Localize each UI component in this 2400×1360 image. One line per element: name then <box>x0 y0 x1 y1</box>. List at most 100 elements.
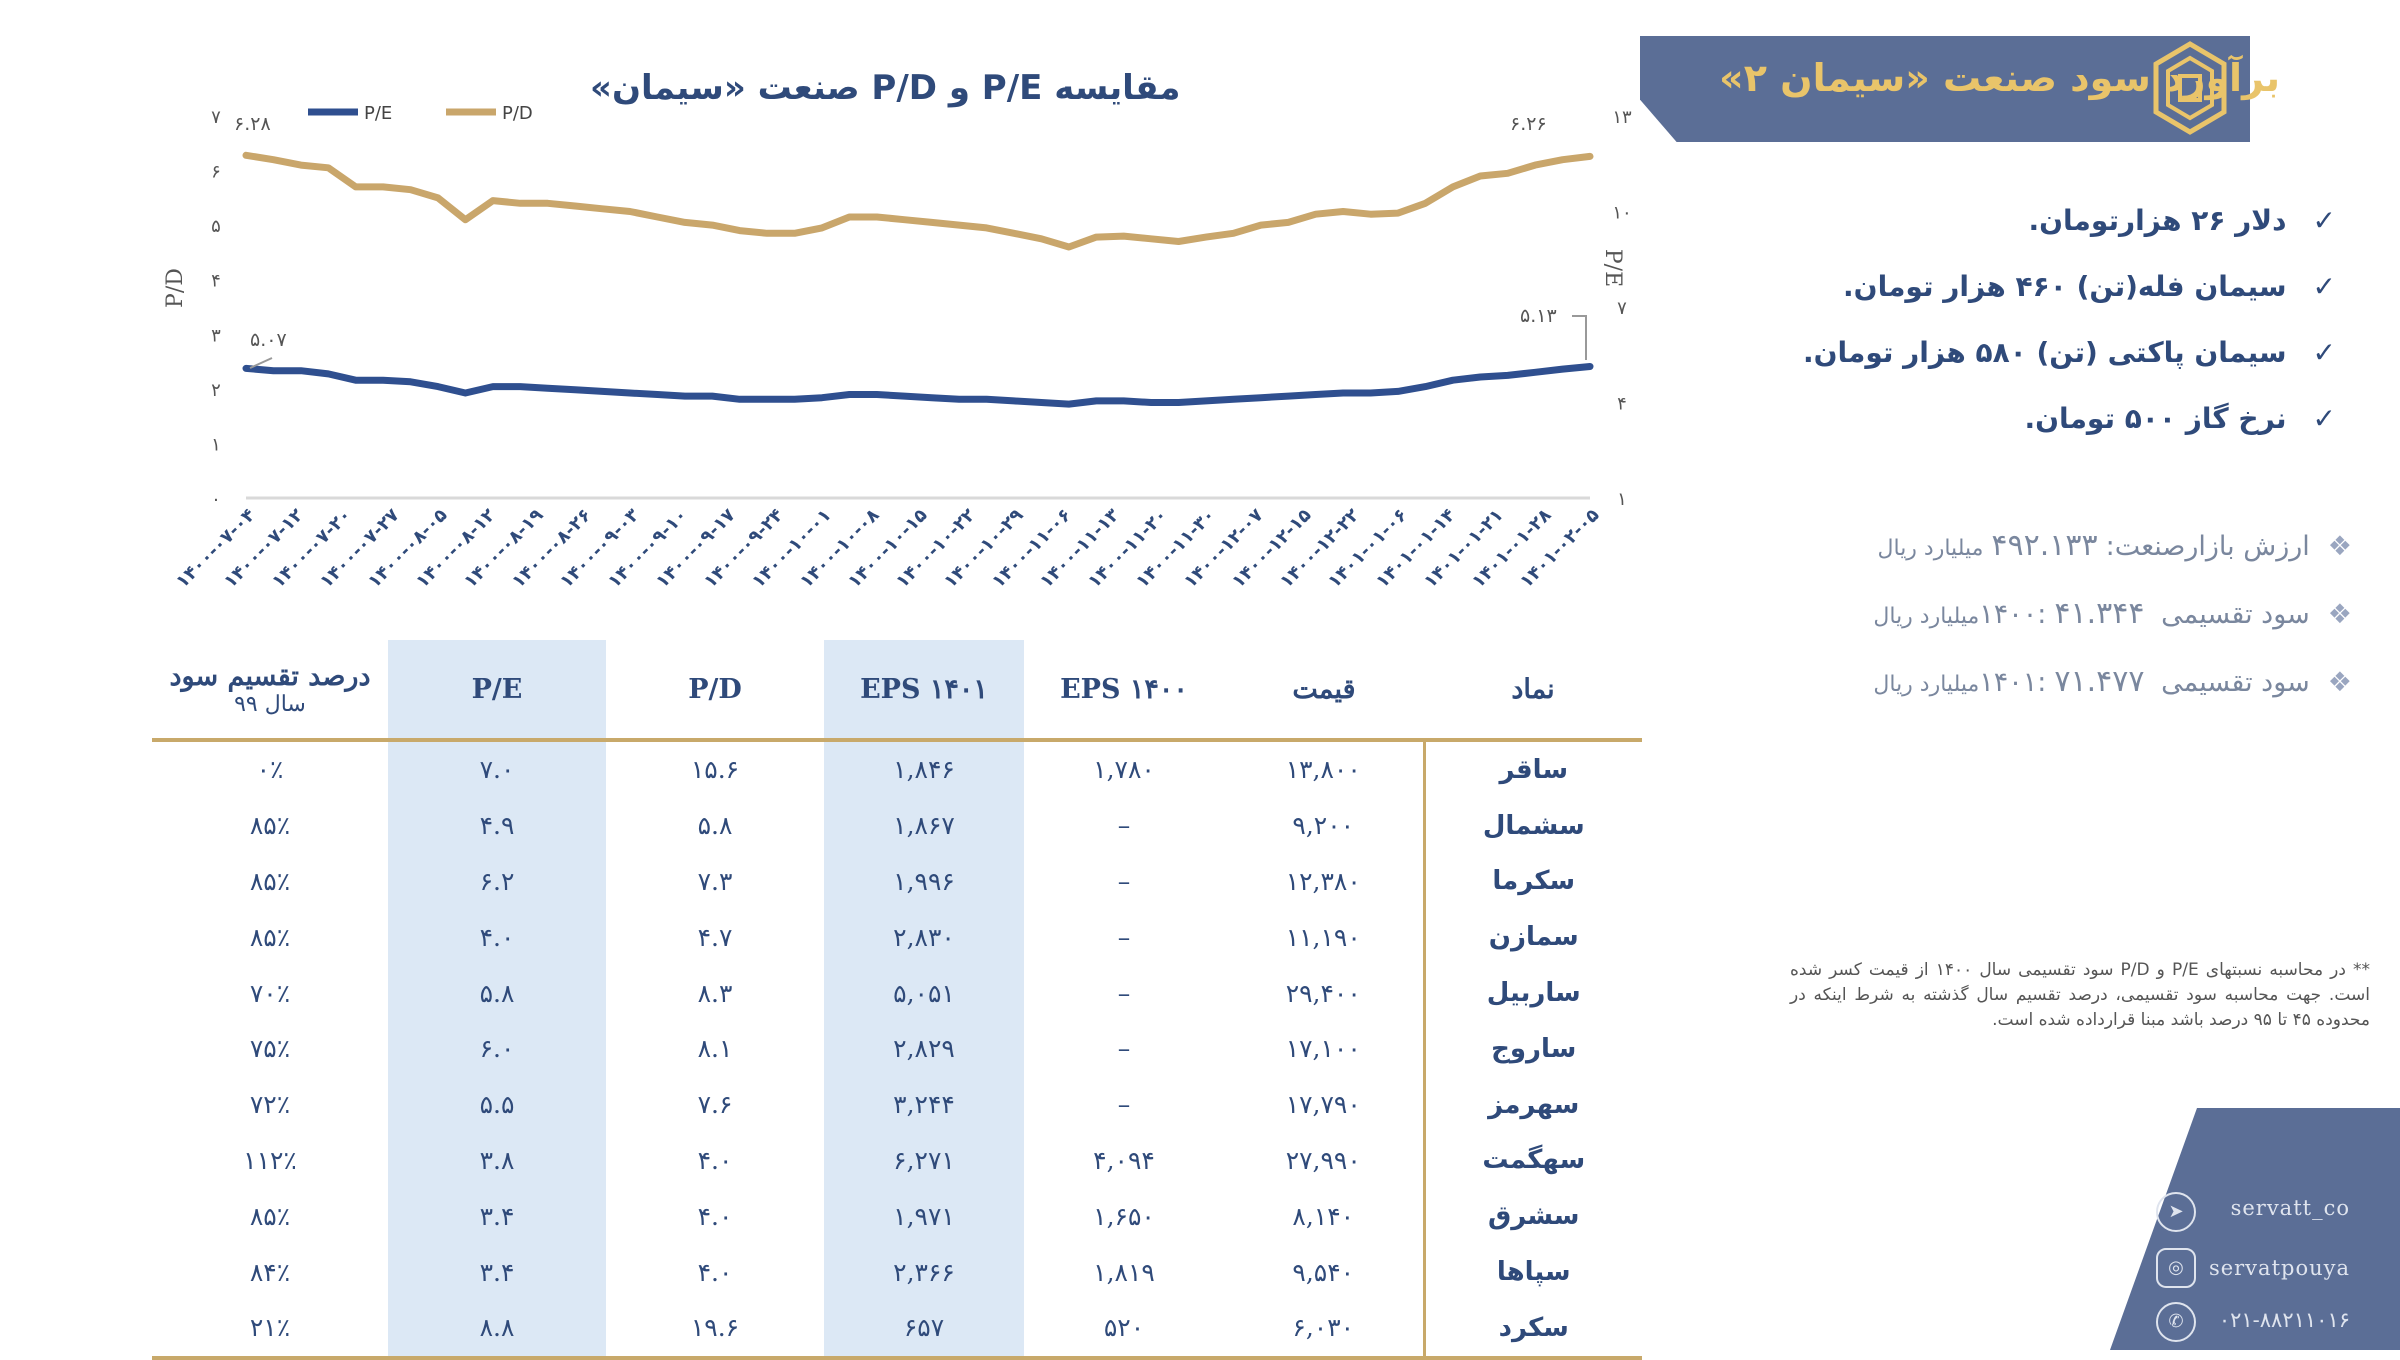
cell-eps-1401: ۲,۳۶۶ <box>824 1244 1024 1300</box>
cell-eps-1401: ۱,۹۹۶ <box>824 853 1024 910</box>
telegram-icon[interactable]: ➤ <box>2156 1192 2196 1232</box>
cell-payout: ۰٪ <box>256 755 284 785</box>
col-header-price: قیمت <box>1224 640 1424 742</box>
pd-start-label: ۶.۲۸ <box>234 113 271 135</box>
chart-title: مقایسه P/E و P/D صنعت «سیمان» <box>590 68 1181 108</box>
col-header-eps-1401: EPS ۱۴۰۱ <box>824 640 1024 742</box>
left-axis-tick: ۷ <box>211 107 221 128</box>
left-axis-tick: ۳ <box>211 325 221 346</box>
cell-eps-1400: ۱,۸۱۹ <box>1093 1257 1155 1287</box>
table-row: سکرما ۱۲,۳۸۰ – ۱,۹۹۶ ۷.۳ ۶.۲ ۸۵٪ <box>152 853 1642 910</box>
cell-payout: ۷۵٪ <box>249 1034 291 1064</box>
left-axis-tick: ۶ <box>211 162 221 183</box>
pe-start-leader <box>249 357 273 369</box>
cell-eps-1400: ۱,۷۸۰ <box>1093 755 1155 785</box>
left-axis-tick: ۵ <box>211 216 221 237</box>
cell-eps-1400: – <box>1117 922 1131 952</box>
cell-symbol: سشمال <box>1422 797 1642 854</box>
info-dividend-1401: ❖سود تقسیمی ۱۴۰۱:۷۱.۴۷۷میلیارد ریال <box>1873 664 2352 699</box>
pe-end-leader <box>1572 315 1587 360</box>
cell-pd: ۱۵.۶ <box>690 755 740 785</box>
telegram-handle[interactable]: servatt_co <box>2230 1196 2350 1220</box>
cell-eps-1400: – <box>1117 866 1131 896</box>
left-axis-title: P/D <box>163 268 188 308</box>
page-title: برآورد سود صنعت «سیمان ۲» <box>1719 56 2280 100</box>
cell-symbol: سپاها <box>1422 1244 1642 1300</box>
col-header-symbol: نماد <box>1424 640 1642 742</box>
pd-end-label: ۶.۲۶ <box>1510 113 1547 135</box>
cell-payout: ۷۰٪ <box>249 978 291 1008</box>
table-row: سپاها ۹,۵۴۰ ۱,۸۱۹ ۲,۳۶۶ ۴.۰ ۳.۴ ۸۴٪ <box>152 1244 1642 1300</box>
pe-start-label: ۵.۰۷ <box>250 329 287 351</box>
cell-symbol: سکرما <box>1422 853 1642 910</box>
col-header-pe: P/E <box>388 640 606 742</box>
brand-logo-icon <box>2153 41 2227 135</box>
cell-symbol: سکرد <box>1422 1299 1642 1360</box>
table-row: سشرق ۸,۱۴۰ ۱,۶۵۰ ۱,۹۷۱ ۴.۰ ۳.۴ ۸۵٪ <box>152 1188 1642 1245</box>
table-row: سمازن ۱۱,۱۹۰ – ۲,۸۳۰ ۴.۷ ۴.۰ ۸۵٪ <box>152 909 1642 966</box>
cell-symbol: سمازن <box>1422 909 1642 966</box>
cell-pe: ۳.۸ <box>388 1132 606 1189</box>
right-axis-tick: ۱۳ <box>1612 107 1632 128</box>
cell-price: ۱۷,۱۰۰ <box>1285 1034 1361 1064</box>
check-icon: ✓ <box>2312 270 2336 303</box>
cell-price: ۹,۲۰۰ <box>1292 811 1355 841</box>
cell-eps-1400: ۴,۰۹۴ <box>1093 1145 1155 1175</box>
cell-symbol: سهگمت <box>1422 1132 1642 1189</box>
cell-pe: ۶.۲ <box>388 853 606 910</box>
cell-eps-1400: – <box>1117 1090 1131 1120</box>
cell-payout: ۸۵٪ <box>249 1201 291 1231</box>
cell-price: ۲۹,۴۰۰ <box>1285 978 1361 1008</box>
cell-price: ۱۲,۳۸۰ <box>1285 866 1361 896</box>
cell-pd: ۵.۸ <box>697 811 733 841</box>
instagram-handle[interactable]: servatpouya <box>2208 1256 2350 1280</box>
cell-symbol: سهرمز <box>1422 1076 1642 1133</box>
cell-payout: ۸۵٪ <box>249 866 291 896</box>
instagram-icon[interactable]: ◎ <box>2156 1248 2196 1288</box>
cell-eps-1401: ۲,۸۲۹ <box>824 1020 1024 1077</box>
cell-payout: ۸۵٪ <box>249 811 291 841</box>
right-axis-tick: ۱۰ <box>1612 203 1631 224</box>
cell-pe: ۵.۵ <box>388 1076 606 1133</box>
table-row: ساربیل ۲۹,۴۰۰ – ۵,۰۵۱ ۸.۳ ۵.۸ ۷۰٪ <box>152 965 1642 1021</box>
diamond-icon: ❖ <box>2327 599 2352 630</box>
phone-number[interactable]: ۰۲۱-۸۸۲۱۱۰۱۶ <box>2218 1308 2350 1332</box>
phone-icon[interactable]: ✆ <box>2156 1302 2196 1342</box>
legend-pe-label: P/E <box>364 103 392 124</box>
diamond-icon: ❖ <box>2327 531 2352 562</box>
cell-eps-1400: – <box>1117 978 1131 1008</box>
cell-pe: ۵.۸ <box>388 965 606 1021</box>
cell-price: ۶,۰۳۰ <box>1224 1299 1424 1360</box>
left-axis-tick: ۰ <box>211 489 221 510</box>
table-row: سشمال ۹,۲۰۰ – ۱,۸۶۷ ۵.۸ ۴.۹ ۸۵٪ <box>152 797 1642 854</box>
table-row: ساقر ۱۳,۸۰۰ ۱,۷۸۰ ۱,۸۴۶ ۱۵.۶ ۷.۰ ۰٪ <box>152 740 1642 798</box>
right-axis-tick: ۷ <box>1617 298 1627 319</box>
bullet-gas-rate: ✓نرخ گاز ۵۰۰ تومان. <box>2024 402 2336 435</box>
bullet-bulk-cement: ✓سیمان فله(تن) ۴۶۰ هزار تومان. <box>1843 270 2336 303</box>
bullet-dollar: ✓دلار ۲۶ هزارتومان. <box>2028 204 2337 237</box>
cell-pe: ۷.۰ <box>388 740 606 798</box>
cell-eps-1401: ۱,۹۷۱ <box>824 1188 1024 1245</box>
check-icon: ✓ <box>2312 204 2336 237</box>
col-header-pd: P/D <box>606 640 824 742</box>
cell-eps-1401: ۳,۲۴۴ <box>824 1076 1024 1133</box>
cell-symbol: ساربیل <box>1422 965 1642 1021</box>
cell-symbol: ساقر <box>1422 740 1642 798</box>
cell-eps-1401: ۱,۸۶۷ <box>824 797 1024 854</box>
cell-eps-1401: ۶,۲۷۱ <box>824 1132 1024 1189</box>
cell-eps-1401: ۱,۸۴۶ <box>824 740 1024 798</box>
cell-pd: ۷.۶ <box>697 1090 733 1120</box>
right-axis-title: P/E <box>1600 249 1625 287</box>
cell-pd: ۷.۳ <box>697 866 733 896</box>
cell-pe: ۴.۰ <box>388 909 606 966</box>
pd-series-line <box>242 151 1594 251</box>
left-axis-tick: ۱ <box>211 434 221 455</box>
cell-pe: ۸.۸ <box>388 1299 606 1360</box>
check-icon: ✓ <box>2312 402 2336 435</box>
cell-pe: ۶.۰ <box>388 1020 606 1077</box>
pe-end-label: ۵.۱۳ <box>1520 305 1557 327</box>
right-axis-tick: ۱ <box>1617 489 1627 510</box>
cell-price: ۱۱,۱۹۰ <box>1285 922 1361 952</box>
cell-pd: ۸.۳ <box>697 978 733 1008</box>
table-row: سهگمت ۲۷,۹۹۰ ۴,۰۹۴ ۶,۲۷۱ ۴.۰ ۳.۸ ۱۱۲٪ <box>152 1132 1642 1189</box>
